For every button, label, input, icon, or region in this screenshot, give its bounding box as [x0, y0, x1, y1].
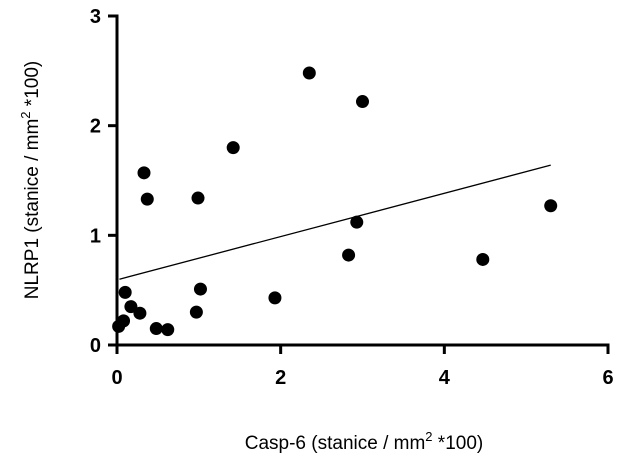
data-point	[268, 291, 282, 305]
x-tick-label: 6	[602, 367, 613, 389]
x-tick-label: 4	[439, 367, 451, 389]
data-point	[342, 248, 356, 262]
data-point	[161, 323, 175, 337]
y-axis-title-end: *100)	[22, 61, 43, 112]
data-point	[544, 199, 558, 213]
x-axis-title: Casp-6 (stanice / mm2 *100)	[245, 429, 483, 454]
y-axis-title-superscript: 2	[18, 111, 33, 118]
y-axis-title: NLRP1 (stanice / mm2 *100)	[18, 61, 43, 299]
data-point	[476, 252, 490, 266]
data-point	[302, 66, 316, 80]
data-point	[193, 282, 207, 296]
data-point	[133, 306, 147, 320]
data-point	[140, 192, 154, 206]
data-point	[350, 215, 364, 229]
y-tick-label: 0	[90, 335, 101, 357]
data-point	[191, 191, 205, 205]
data-point	[117, 314, 131, 328]
x-tick-label: 0	[111, 367, 122, 389]
plot-area: 0 2 4 6 0 1 2 3	[90, 6, 614, 389]
x-axis-title-superscript: 2	[425, 429, 432, 444]
y-tick-label: 3	[90, 6, 101, 28]
trend-line	[119, 164, 551, 280]
data-point	[124, 300, 138, 314]
data-point	[118, 285, 132, 299]
data-point	[149, 322, 163, 336]
y-tick-label: 1	[90, 225, 101, 247]
data-point	[356, 95, 369, 109]
x-axis-title-main: Casp-6 (stanice / mm	[245, 433, 426, 454]
data-point	[226, 141, 240, 155]
x-axis-title-end: *100)	[433, 433, 484, 454]
x-tick-label: 2	[275, 367, 286, 389]
data-point	[189, 305, 203, 319]
data-point	[137, 166, 151, 180]
y-tick-label: 2	[90, 116, 101, 138]
y-axis-title-main: NLRP1 (stanice / mm	[22, 119, 43, 300]
